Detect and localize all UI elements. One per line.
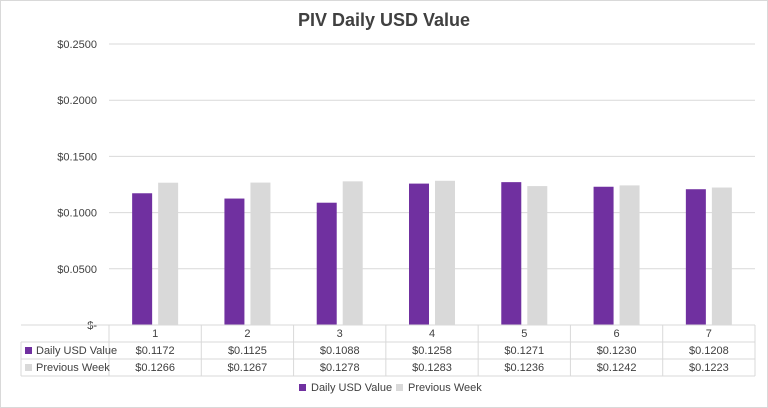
y-tick-label: $0.1500	[57, 151, 97, 163]
bar-daily-usd-value-3	[316, 202, 337, 325]
table-value: $0.1208	[689, 345, 729, 357]
x-category-label: 7	[706, 328, 712, 340]
bar-daily-usd-value-2	[224, 198, 245, 325]
legend: Daily USD Value Previous Week	[299, 382, 482, 394]
x-category-label: 1	[152, 328, 158, 340]
bar-daily-usd-value-1	[132, 193, 153, 325]
table-series-name-1: Daily USD Value	[36, 345, 117, 357]
table-value: $0.1271	[504, 345, 544, 357]
x-category-label: 5	[521, 328, 527, 340]
table-value: $0.1230	[597, 345, 637, 357]
legend-label-1: Daily USD Value	[311, 382, 392, 394]
y-tick-label: $0.2500	[57, 39, 97, 51]
bar-previous-week-6	[619, 185, 640, 325]
bar-daily-usd-value-4	[409, 183, 429, 325]
table-value: $0.1242	[597, 362, 637, 374]
table-value: $0.1223	[689, 362, 729, 374]
legend-swatch-1	[299, 384, 306, 391]
chart-title: PIV Daily USD Value	[298, 10, 470, 30]
data-table: 1 2 3 4 5 6 7 Daily USD Value $0.1172 $0.1125 $0.1…	[20, 324, 756, 377]
y-tick-label: $0.0500	[57, 264, 97, 276]
table-value: $0.1267	[228, 362, 268, 374]
bar-previous-week-1	[158, 182, 179, 325]
bar-daily-usd-value-5	[501, 182, 522, 325]
table-value: $0.1283	[412, 362, 452, 374]
legend-swatch-2	[396, 384, 403, 391]
bar-previous-week-5	[527, 186, 548, 325]
bars-layer	[132, 180, 732, 325]
y-tick-label: $-	[87, 320, 97, 332]
table-value: $0.1258	[412, 345, 452, 357]
table-legend-key-2	[25, 364, 32, 371]
gridlines	[109, 43, 755, 326]
bar-daily-usd-value-7	[685, 189, 706, 325]
table-series-name-2: Previous Week	[36, 362, 110, 374]
table-value: $0.1172	[136, 345, 175, 357]
y-axis-labels: $- $0.0500 $0.1000 $0.1500 $0.2000 $0.2500	[57, 39, 97, 332]
table-legend-key-1	[25, 347, 32, 354]
legend-label-2: Previous Week	[408, 382, 482, 394]
x-category-label: 4	[429, 328, 435, 340]
y-tick-label: $0.1000	[57, 208, 97, 220]
table-value: $0.1236	[504, 362, 544, 374]
y-tick-label: $0.2000	[57, 95, 97, 107]
x-category-label: 6	[614, 328, 620, 340]
x-category-label: 2	[244, 328, 250, 340]
table-value: $0.1088	[320, 345, 360, 357]
bar-previous-week-4	[435, 180, 455, 325]
table-value: $0.1125	[228, 345, 267, 357]
bar-daily-usd-value-6	[593, 186, 614, 325]
bar-previous-week-2	[250, 182, 271, 325]
bar-previous-week-7	[711, 187, 732, 325]
x-category-label: 3	[337, 328, 343, 340]
bar-previous-week-3	[342, 181, 363, 325]
table-value: $0.1278	[320, 362, 360, 374]
table-value: $0.1266	[135, 362, 175, 374]
